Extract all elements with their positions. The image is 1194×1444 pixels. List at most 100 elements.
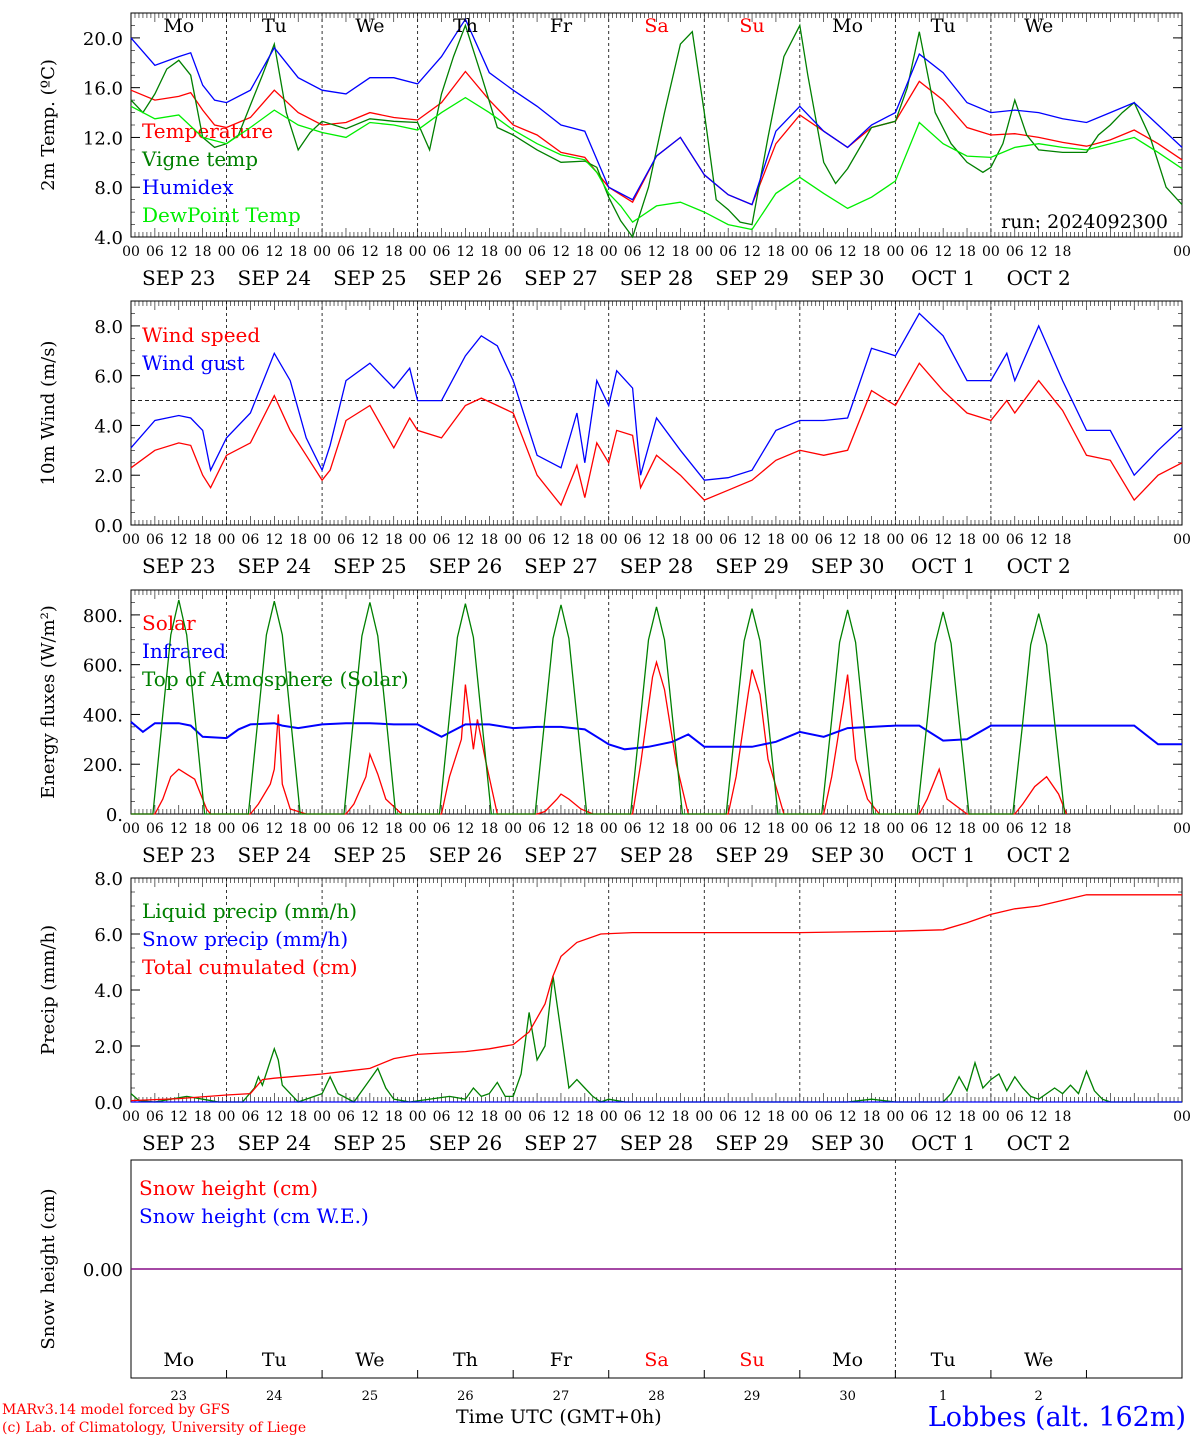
hour-label: 00 [313,532,331,548]
day-number-label: 28 [648,1389,665,1404]
hour-label: 06 [528,821,546,837]
hour-label: 18 [480,532,498,548]
hour-label: 12 [456,1109,474,1125]
hour-label: 12 [552,821,570,837]
hour-label: 18 [289,1109,307,1125]
series-line [130,96,1183,231]
hour-label: 12 [552,244,570,260]
date-label: SEP 29 [715,843,789,867]
hour-label: 18 [767,1109,785,1125]
date-label: SEP 26 [429,266,503,290]
weekday-label: Tu [262,15,287,37]
hour-label: 06 [719,821,737,837]
date-label: SEP 24 [238,554,312,578]
hour-label: 00 [982,244,1000,260]
hour-label: 06 [624,1109,642,1125]
hour-label: 18 [576,821,594,837]
date-label: OCT 1 [911,266,975,290]
weekday-label: Sa [644,15,668,37]
hour-label: 18 [1054,821,1072,837]
hour-label: 18 [958,821,976,837]
hour-label: 00 [218,1109,236,1125]
hour-label: 00 [313,1109,331,1125]
hour-label: 18 [480,1109,498,1125]
hour-label: 00 [313,244,331,260]
date-label: SEP 30 [811,1131,885,1155]
weekday-label-bottom: Tu [262,1349,287,1371]
hour-label: 00 [695,244,713,260]
date-label: OCT 2 [1007,266,1071,290]
legend-label: Top of Atmosphere (Solar) [142,667,409,691]
weekday-label: Mo [163,15,194,37]
legend-label: Infrared [142,639,226,663]
hour-label: 00 [791,532,809,548]
hour-label: 12 [648,1109,666,1125]
day-number-label: 24 [266,1389,283,1404]
series-line [130,721,1182,751]
legend-label: Snow precip (mm/h) [142,927,348,951]
hour-label: 18 [385,532,403,548]
hour-label: 12 [361,1109,379,1125]
date-label: SEP 30 [811,843,885,867]
weekday-label-bottom: Fr [550,1349,573,1371]
weekday-label-bottom: Mo [832,1349,863,1371]
hour-label: 18 [194,244,212,260]
hour-label: 00 [1173,821,1191,837]
date-label: OCT 1 [911,554,975,578]
hour-label: 06 [337,821,355,837]
date-label: OCT 2 [1007,843,1071,867]
day-number-label: 23 [170,1389,187,1404]
y-tick-label: 6.0 [94,367,123,388]
hour-label: 06 [433,244,451,260]
y-axis-label: Snow height (cm) [38,1188,59,1349]
hour-label: 18 [289,244,307,260]
hour-label: 06 [910,244,928,260]
hour-label: 00 [791,1109,809,1125]
date-label: SEP 23 [142,554,216,578]
series-line [130,312,1183,481]
hour-label: 06 [1006,532,1024,548]
y-tick-label: 600. [83,656,123,677]
hour-label: 00 [695,532,713,548]
weekday-label: Fr [550,15,573,37]
hour-label: 06 [1006,244,1024,260]
date-label: OCT 1 [911,843,975,867]
y-axis-label: Energy fluxes (W/m²) [38,605,59,799]
hour-label: 06 [815,1109,833,1125]
hour-label: 06 [815,244,833,260]
hour-label: 00 [122,532,140,548]
hour-label: 12 [934,821,952,837]
hour-label: 18 [480,821,498,837]
y-tick-label: 4.0 [94,981,123,1002]
date-label: SEP 28 [620,843,694,867]
hour-label: 00 [982,1109,1000,1125]
hour-label: 00 [695,1109,713,1125]
legend-label: Vigne temp [141,147,258,171]
hour-label: 12 [1030,1109,1048,1125]
date-label: SEP 27 [524,266,598,290]
hour-label: 18 [576,244,594,260]
hour-label: 00 [218,821,236,837]
hour-label: 12 [839,244,857,260]
hour-label: 06 [242,244,260,260]
weekday-label-bottom: Mo [163,1349,194,1371]
hour-label: 00 [600,532,618,548]
hour-label: 12 [265,532,283,548]
date-label: SEP 28 [620,266,694,290]
hour-label: 06 [433,821,451,837]
hour-label: 18 [671,532,689,548]
hour-label: 18 [958,1109,976,1125]
hour-label: 00 [600,244,618,260]
weekday-label-bottom: Th [453,1349,478,1371]
y-tick-label: 16.0 [83,79,123,100]
hour-label: 00 [791,244,809,260]
weekday-label: We [355,15,384,37]
hour-label: 12 [456,244,474,260]
series-line [130,23,1183,239]
hour-label: 00 [409,821,427,837]
hour-label: 18 [767,821,785,837]
y-tick-label: 0. [106,805,123,826]
hour-label: 06 [242,532,260,548]
hour-label: 06 [337,1109,355,1125]
hour-label: 00 [982,821,1000,837]
